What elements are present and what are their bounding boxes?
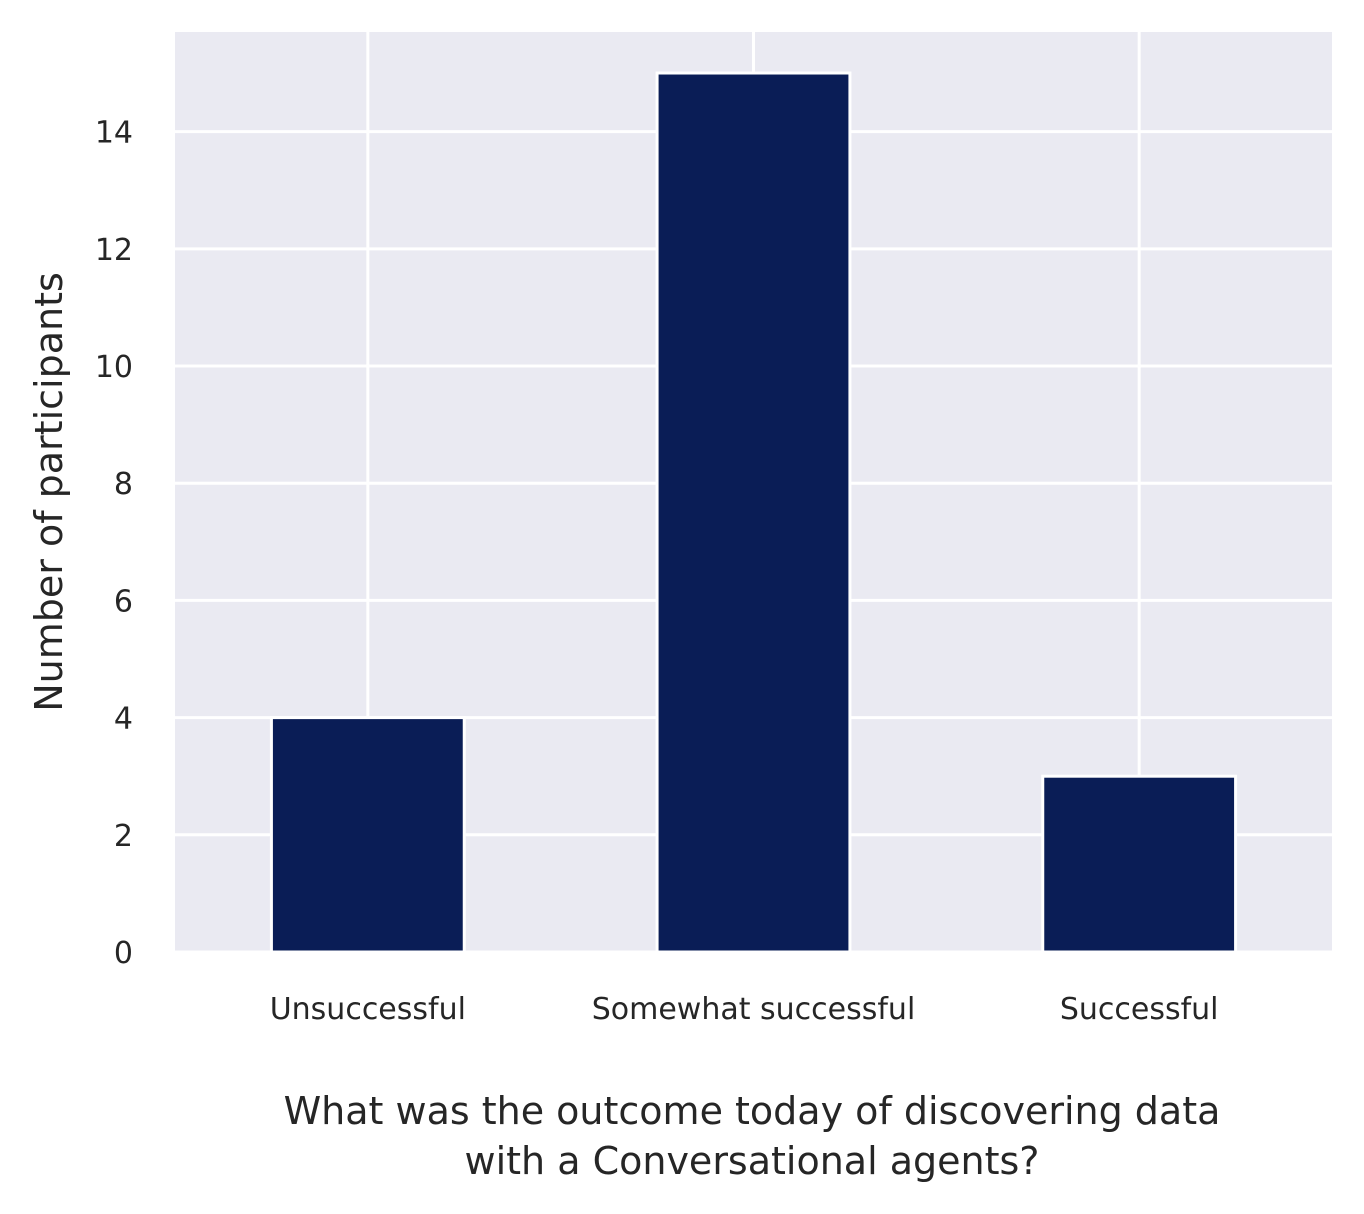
y-axis-label: Number of participants — [27, 272, 71, 712]
y-tick-label-4: 4 — [114, 702, 133, 737]
x-tick-label-2: Successful — [1060, 992, 1219, 1027]
y-tick-labels: 0 2 4 6 8 10 12 14 — [95, 116, 133, 971]
y-tick-label-12: 12 — [95, 233, 133, 268]
x-tick-label-0: Unsuccessful — [270, 992, 466, 1027]
x-tick-labels: Unsuccessful Somewhat successful Successfu… — [270, 992, 1219, 1027]
bar-successful — [1041, 774, 1238, 954]
x-axis-label-line-2: with a Conversational agents? — [465, 1139, 1040, 1183]
y-tick-label-2: 2 — [114, 819, 133, 854]
x-axis-label-line-1: What was the outcome today of discoverin… — [284, 1089, 1221, 1133]
y-tick-label-0: 0 — [114, 936, 133, 971]
y-tick-label-6: 6 — [114, 584, 133, 619]
y-tick-label-10: 10 — [95, 350, 133, 385]
bar-unsuccessful — [269, 716, 466, 954]
y-tick-label-14: 14 — [95, 116, 133, 151]
bars — [269, 71, 1238, 954]
y-tick-label-8: 8 — [114, 467, 133, 502]
bar-somewhat-successful — [655, 71, 852, 954]
x-tick-label-1: Somewhat successful — [592, 992, 916, 1027]
